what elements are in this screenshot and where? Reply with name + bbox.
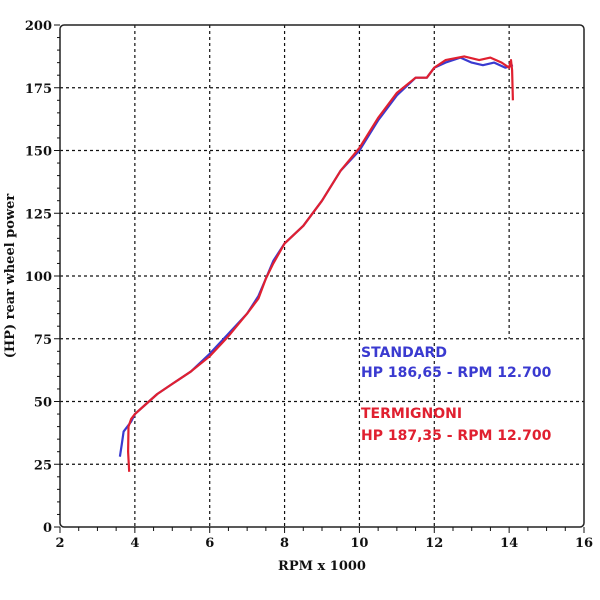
x-axis-label: RPM x 1000: [278, 559, 366, 574]
x-tick-label: 10: [350, 536, 368, 551]
y-tick-label: 150: [25, 145, 52, 160]
x-tick-label: 8: [280, 536, 289, 551]
x-tick-label: 6: [205, 536, 214, 551]
y-axis-label: (HP) rear wheel power: [3, 194, 18, 359]
x-tick-label: 14: [500, 536, 518, 551]
y-tick-label: 25: [34, 458, 52, 473]
series-lines: [118, 55, 514, 472]
annotation-standard-peak: HP 186,65 - RPM 12.700: [361, 365, 552, 381]
annotation-termignoni-peak: HP 187,35 - RPM 12.700: [361, 428, 552, 444]
y-tick-label: 75: [34, 333, 52, 348]
axis-ticks: 2 4 6 8 10 12 14 16 0 25 50 75 100 125 150 175 200: [25, 19, 593, 551]
series-line-termignoni: [127, 55, 514, 472]
y-tick-label: 100: [25, 270, 52, 285]
series-line-standard: [118, 56, 514, 457]
x-tick-label: 12: [425, 536, 443, 551]
annotation-standard: STANDARD: [361, 345, 447, 361]
x-tick-label: 16: [575, 536, 593, 551]
grid: [60, 25, 584, 527]
y-tick-label: 200: [25, 19, 52, 34]
x-tick-label: 4: [130, 536, 139, 551]
x-tick-label: 2: [55, 536, 64, 551]
y-tick-label: 0: [43, 521, 52, 536]
annotation-termignoni: TERMIGNONI: [361, 406, 462, 422]
y-tick-label: 175: [25, 82, 52, 97]
y-tick-label: 125: [25, 207, 52, 222]
y-tick-label: 50: [34, 396, 52, 411]
